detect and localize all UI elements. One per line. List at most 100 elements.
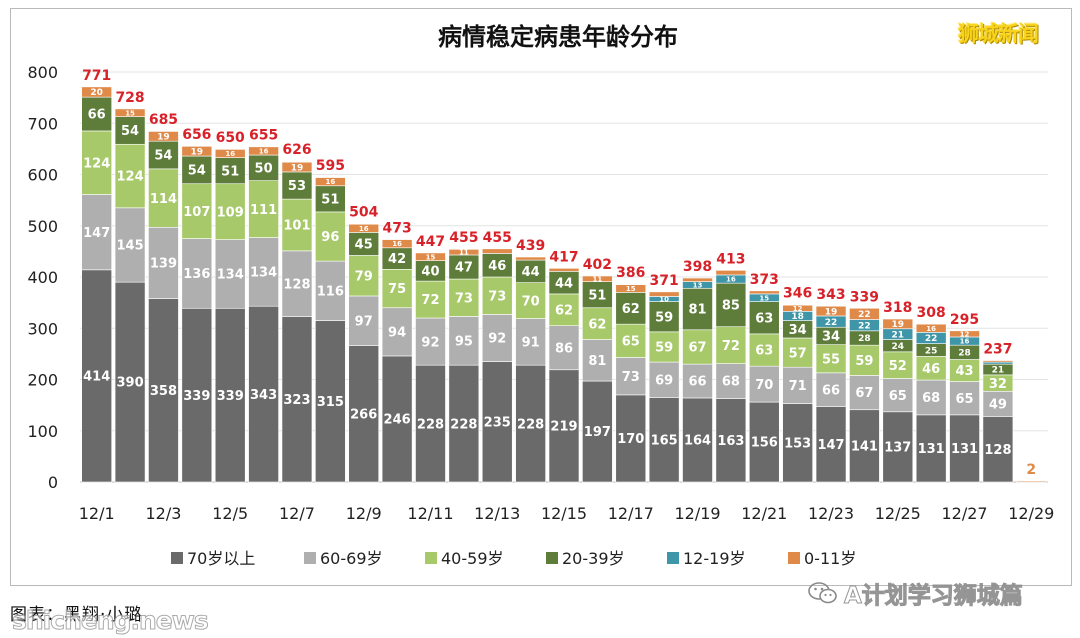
bar-segment bbox=[148, 168, 179, 228]
segment-value-label: 69 bbox=[655, 373, 673, 388]
bar-segment bbox=[81, 86, 112, 98]
segment-value-label: 53 bbox=[288, 179, 306, 194]
segment-value-label: 343 bbox=[250, 388, 277, 403]
bar-segment bbox=[181, 307, 213, 483]
segment-value-label: 16 bbox=[926, 325, 936, 333]
total-label: 656 bbox=[182, 127, 211, 143]
bar-segment bbox=[982, 416, 1014, 483]
bar-segment bbox=[81, 194, 112, 271]
total-label: 655 bbox=[249, 127, 278, 143]
segment-value-label: 266 bbox=[350, 408, 377, 423]
segment-value-label: 22 bbox=[825, 318, 838, 328]
segment-value-label: 59 bbox=[655, 341, 673, 356]
bar-segment bbox=[181, 146, 213, 157]
bar-segment bbox=[849, 375, 880, 411]
bar-segment bbox=[715, 270, 747, 276]
bar-segment bbox=[648, 397, 680, 483]
total-label: 504 bbox=[349, 205, 378, 221]
segment-value-label: 15 bbox=[125, 109, 135, 117]
segment-value-label: 147 bbox=[83, 226, 110, 241]
bar-segment bbox=[715, 326, 747, 364]
segment-value-label: 15 bbox=[426, 253, 436, 261]
legend-swatch bbox=[304, 552, 316, 564]
x-tick-label: 12/11 bbox=[407, 504, 453, 523]
total-label: 295 bbox=[950, 312, 979, 328]
bar-segment bbox=[815, 406, 847, 483]
legend-label: 0-11岁 bbox=[804, 549, 856, 568]
legend-label: 60-69岁 bbox=[320, 549, 383, 568]
segment-value-label: 40 bbox=[421, 265, 439, 280]
bar-segment bbox=[615, 357, 647, 396]
segment-value-label: 339 bbox=[183, 389, 210, 404]
segment-value-label: 62 bbox=[588, 317, 606, 332]
bars bbox=[81, 86, 1047, 483]
bar-segment bbox=[114, 207, 146, 283]
wechat-icon bbox=[808, 582, 837, 604]
segment-value-label: 72 bbox=[722, 339, 740, 354]
bar-segment bbox=[648, 301, 680, 333]
x-tick-label: 12/1 bbox=[79, 504, 115, 523]
legend-label: 20-39岁 bbox=[562, 549, 625, 568]
x-tick-label: 12/29 bbox=[1008, 504, 1054, 523]
bar-segment bbox=[348, 255, 380, 297]
segment-value-label: 63 bbox=[755, 311, 773, 326]
bar-segment bbox=[615, 394, 647, 483]
segment-value-label: 165 bbox=[651, 433, 678, 448]
segment-value-label: 71 bbox=[789, 379, 807, 394]
segment-value-label: 51 bbox=[221, 164, 239, 179]
x-tick-label: 12/21 bbox=[741, 504, 787, 523]
bar-segment bbox=[248, 237, 279, 307]
bar-segment bbox=[348, 295, 380, 346]
bar-segment bbox=[415, 252, 446, 261]
bar-segment bbox=[214, 157, 246, 185]
bar-segment bbox=[448, 249, 480, 256]
bar-segment bbox=[682, 363, 713, 399]
bar-segment bbox=[315, 320, 346, 483]
bar-segment bbox=[748, 365, 780, 403]
bar-segment bbox=[849, 307, 880, 320]
bar-segment bbox=[114, 108, 146, 117]
segment-value-label: 16 bbox=[259, 147, 269, 155]
segment-value-label: 15 bbox=[626, 285, 636, 293]
bar-segment bbox=[648, 291, 680, 297]
y-tick-label: 800 bbox=[27, 63, 58, 82]
bar-segment bbox=[715, 398, 747, 483]
bar-segment bbox=[849, 344, 880, 376]
x-tick-label: 12/25 bbox=[875, 504, 921, 523]
segment-value-label: 79 bbox=[355, 269, 373, 284]
segment-value-label: 73 bbox=[455, 291, 473, 306]
y-tick-label: 100 bbox=[27, 422, 58, 441]
total-label: 455 bbox=[449, 230, 478, 246]
x-axis-ticks: 12/1 12/3 12/5 12/7 12/9 12/11 12/13 12/15 12/17… bbox=[79, 504, 1055, 523]
x-tick-label: 12/27 bbox=[941, 504, 987, 523]
total-label: 455 bbox=[483, 230, 512, 246]
segment-value-label: 50 bbox=[255, 162, 273, 177]
segment-value-label: 124 bbox=[116, 170, 143, 185]
segment-value-label: 19 bbox=[157, 133, 170, 143]
segment-value-label: 34 bbox=[822, 330, 840, 345]
total-label: 626 bbox=[282, 142, 311, 158]
segment-value-label: 315 bbox=[317, 395, 344, 410]
segment-value-label: 163 bbox=[717, 434, 744, 449]
bar-segment bbox=[381, 355, 413, 483]
bar-segment bbox=[748, 301, 780, 335]
segment-value-label: 246 bbox=[384, 413, 411, 428]
segment-value-label: 66 bbox=[688, 375, 706, 390]
total-label: 308 bbox=[917, 305, 946, 321]
segment-value-label: 86 bbox=[555, 341, 573, 356]
segment-value-label: 414 bbox=[83, 370, 110, 385]
x-tick-label: 12/13 bbox=[474, 504, 520, 523]
bar-segment bbox=[381, 239, 413, 249]
x-tick-label: 12/9 bbox=[346, 504, 382, 523]
bar-segment bbox=[748, 290, 780, 295]
segment-value-label: 101 bbox=[283, 219, 310, 234]
segment-value-label: 323 bbox=[283, 393, 310, 408]
segment-value-label: 16 bbox=[325, 178, 335, 186]
segment-value-label: 45 bbox=[355, 238, 373, 253]
bar-segment bbox=[181, 155, 213, 185]
segment-value-label: 47 bbox=[455, 261, 473, 276]
segment-value-label: 235 bbox=[484, 415, 511, 430]
bar-segment bbox=[415, 317, 446, 366]
bar-segment bbox=[448, 278, 480, 317]
segment-value-label: 75 bbox=[388, 282, 406, 297]
